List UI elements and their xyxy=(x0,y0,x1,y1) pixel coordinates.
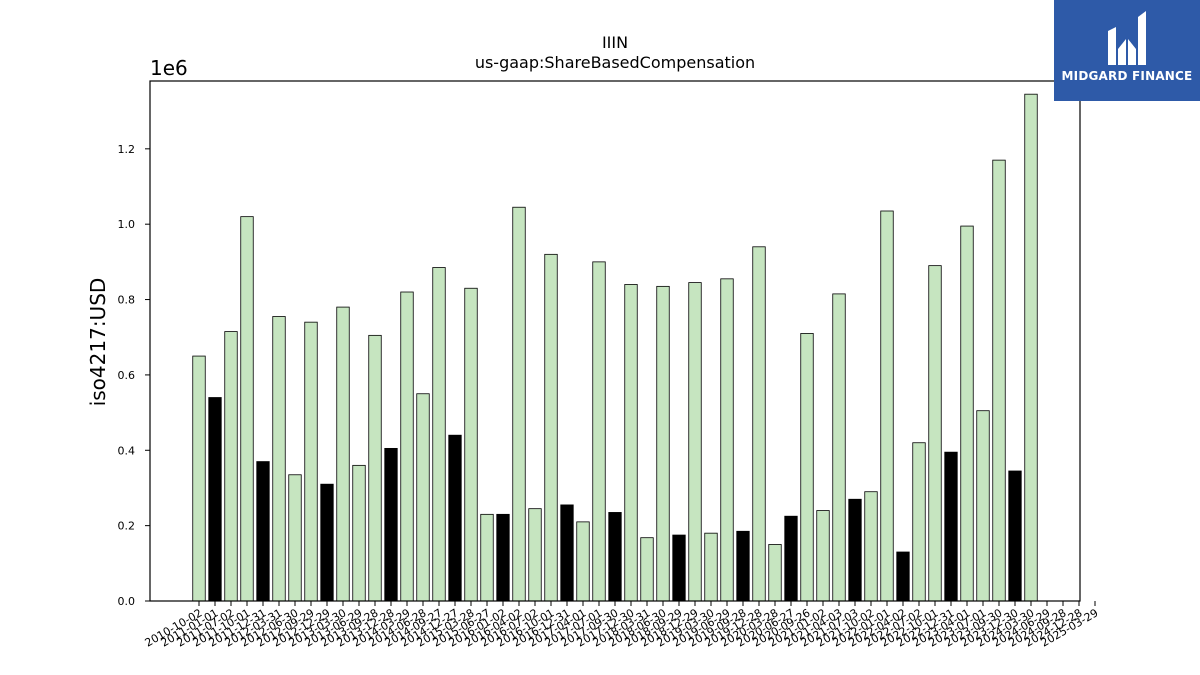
bar xyxy=(912,442,926,602)
brand-logo: MIDGARD FINANCE xyxy=(1054,0,1200,101)
brand-logo-text: MIDGARD FINANCE xyxy=(1061,69,1193,83)
bar xyxy=(368,334,382,602)
bar xyxy=(1024,93,1038,602)
y-tick-label: 1.0 xyxy=(118,218,136,231)
bar xyxy=(256,461,270,602)
bar xyxy=(576,521,590,602)
y-tick-label: 0.6 xyxy=(118,369,136,382)
bar xyxy=(688,282,702,602)
bar xyxy=(560,504,574,602)
y-tick-label: 1.2 xyxy=(118,143,136,156)
bar xyxy=(336,306,350,602)
bar xyxy=(304,321,318,602)
y-tick-label: 0.4 xyxy=(118,444,136,457)
bar xyxy=(224,331,238,602)
chart-subtitle: us-gaap:ShareBasedCompensation xyxy=(475,53,755,72)
bar xyxy=(640,537,654,602)
bar xyxy=(384,447,398,602)
bar xyxy=(544,253,558,602)
bar xyxy=(608,512,622,602)
bar xyxy=(208,397,222,602)
bar xyxy=(800,333,814,602)
bar xyxy=(752,246,766,602)
bar xyxy=(944,451,958,602)
bar xyxy=(736,530,750,602)
bar xyxy=(656,285,670,602)
bar xyxy=(1008,470,1022,602)
bar xyxy=(672,534,686,602)
bar xyxy=(896,551,910,602)
bar xyxy=(240,216,254,602)
y-axis-label: iso4217:USD xyxy=(86,278,110,407)
x-axis-ticks: 2010-10-022011-01-012011-07-022011-10-01… xyxy=(143,601,1101,650)
bar xyxy=(400,291,414,602)
y-tick-label: 0.0 xyxy=(118,595,136,608)
bar xyxy=(496,513,510,602)
y-tick-label: 0.2 xyxy=(118,520,136,533)
bar xyxy=(480,513,494,602)
chart-title: IIIN xyxy=(602,33,628,52)
bar xyxy=(288,474,302,602)
bar xyxy=(192,355,206,602)
bar xyxy=(432,267,446,602)
logo-mark-icon xyxy=(1108,11,1146,65)
bar xyxy=(832,293,846,602)
bar xyxy=(272,316,286,602)
bar xyxy=(448,434,462,602)
bar xyxy=(592,261,606,602)
bar xyxy=(320,483,334,602)
y-tick-label: 0.8 xyxy=(118,294,136,307)
y-axis-ticks: 0.0 0.2 0.4 0.6 0.8 1.0 1.2 xyxy=(118,143,150,608)
bar xyxy=(960,225,974,602)
bar xyxy=(624,284,638,602)
bar xyxy=(352,464,366,602)
bar xyxy=(928,265,942,602)
bar xyxy=(816,510,830,602)
bar xyxy=(880,210,894,602)
y-scale-label: 1e6 xyxy=(150,56,188,80)
bar xyxy=(784,515,798,602)
bar xyxy=(512,206,526,602)
bar xyxy=(976,410,990,602)
bars-group xyxy=(192,93,1038,602)
bar xyxy=(864,491,878,602)
bar xyxy=(720,278,734,602)
bar xyxy=(464,287,478,602)
bar xyxy=(992,159,1006,602)
bar xyxy=(848,498,862,602)
bar xyxy=(704,532,718,602)
bar xyxy=(416,393,430,602)
plot-frame xyxy=(149,80,1081,602)
bar xyxy=(768,544,782,602)
bar xyxy=(528,508,542,602)
